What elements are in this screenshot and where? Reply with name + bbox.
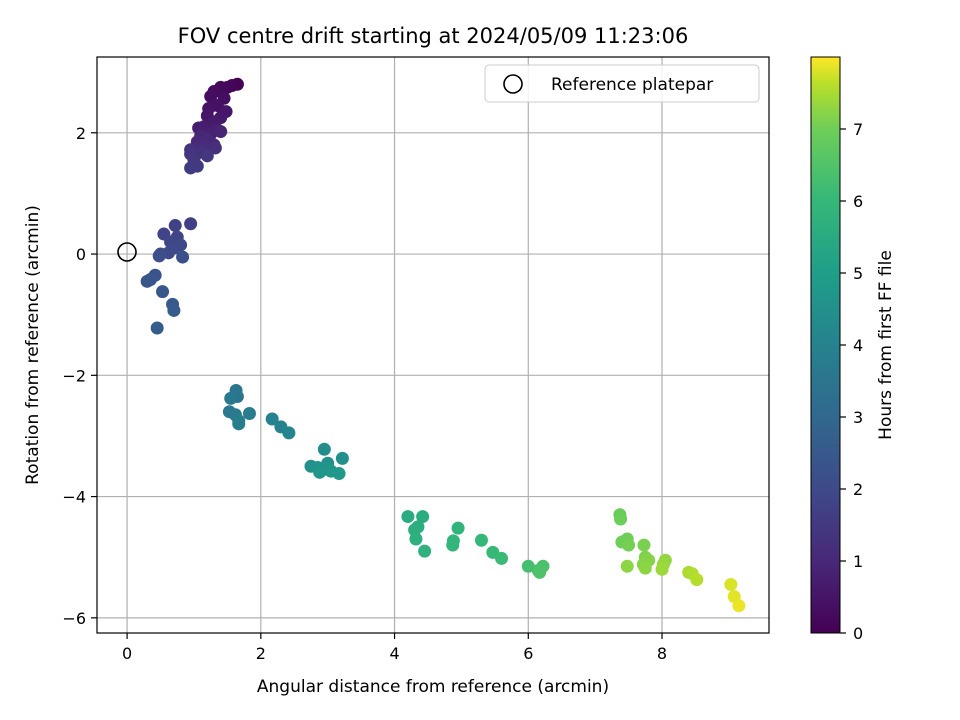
scatter-point xyxy=(313,465,327,479)
scatter-point xyxy=(232,417,246,431)
y-tick-label: 0 xyxy=(76,245,86,264)
scatter-point xyxy=(622,538,636,552)
scatter-point xyxy=(732,599,746,613)
chart-title: FOV centre drift starting at 2024/05/09 … xyxy=(178,24,689,48)
scatter-point xyxy=(638,561,652,575)
y-axis-label: Rotation from reference (arcmin) xyxy=(23,205,43,485)
scatter-point xyxy=(401,510,415,524)
scatter-point xyxy=(409,532,423,546)
scatter-point xyxy=(176,250,190,264)
y-axis-ticks: −6 −4 −2 0 2 xyxy=(62,124,97,628)
legend-marker xyxy=(503,74,523,94)
colorbar-tick-label: 7 xyxy=(853,120,863,139)
scatter-point xyxy=(150,321,164,335)
x-tick-label: 2 xyxy=(256,644,266,663)
scatter-point xyxy=(168,219,182,233)
x-tick-label: 6 xyxy=(523,644,533,663)
scatter-point xyxy=(184,217,198,231)
scatter-point xyxy=(637,538,651,552)
x-axis-ticks: 0 2 4 6 8 xyxy=(122,633,667,663)
colorbar-tick-label: 3 xyxy=(853,408,863,427)
scatter-point xyxy=(451,521,465,535)
colorbar-ticks: 0 1 2 3 4 5 6 7 xyxy=(840,120,863,643)
x-tick-label: 0 xyxy=(122,644,132,663)
y-tick-label: −2 xyxy=(62,366,86,385)
colorbar: 0 1 2 3 4 5 6 7 Hours from first FF file xyxy=(810,56,896,643)
legend-box xyxy=(484,64,760,103)
scatter-point xyxy=(317,442,331,456)
scatter-point xyxy=(152,249,166,263)
scatter-point xyxy=(140,274,154,288)
scatter-point xyxy=(332,467,346,481)
y-tick-label: −6 xyxy=(62,609,86,628)
scatter-point xyxy=(418,544,432,558)
plot-frame xyxy=(96,56,770,634)
x-tick-label: 8 xyxy=(657,644,667,663)
scatter-point xyxy=(446,538,460,552)
scatter-point xyxy=(184,161,198,175)
scatter-point xyxy=(204,89,218,103)
scatter-point xyxy=(474,533,488,547)
colorbar-label: Hours from first FF file xyxy=(876,250,896,440)
scatter-point xyxy=(724,577,738,591)
colorbar-tick-label: 5 xyxy=(853,264,863,283)
scatter-point xyxy=(265,412,279,426)
colorbar-tick-label: 6 xyxy=(853,192,863,211)
scatter-point xyxy=(416,510,430,524)
y-tick-label: −4 xyxy=(62,488,86,507)
scatter-point xyxy=(167,303,181,317)
scatter-point xyxy=(495,551,509,565)
scatter-point xyxy=(200,149,214,163)
scatter-point xyxy=(208,141,222,155)
scatter-point xyxy=(620,559,634,573)
colorbar-gradient xyxy=(810,56,841,634)
scatter-point xyxy=(521,559,535,573)
legend-label: Reference platepar xyxy=(551,75,713,95)
colorbar-tick-label: 2 xyxy=(853,480,863,499)
colorbar-tick-label: 1 xyxy=(853,552,863,571)
scatter-point xyxy=(690,573,704,587)
grid-lines xyxy=(97,57,769,633)
colorbar-tick-label: 4 xyxy=(853,336,863,355)
x-tick-label: 4 xyxy=(389,644,399,663)
scatter-point xyxy=(224,391,238,405)
y-tick-label: 2 xyxy=(76,124,86,143)
scatter-point xyxy=(282,426,296,440)
x-axis-label: Angular distance from reference (arcmin) xyxy=(257,677,609,697)
scatter-point xyxy=(242,407,256,421)
reference-marker xyxy=(117,242,137,262)
data-points xyxy=(140,77,746,613)
colorbar-tick-label: 0 xyxy=(853,624,863,643)
scatter-point xyxy=(214,125,228,139)
scatter-point xyxy=(335,451,349,465)
legend: Reference platepar xyxy=(484,64,760,103)
scatter-point xyxy=(533,565,547,579)
scatter-point xyxy=(655,562,669,576)
scatter-point xyxy=(614,512,628,526)
scatter-point xyxy=(156,285,170,299)
